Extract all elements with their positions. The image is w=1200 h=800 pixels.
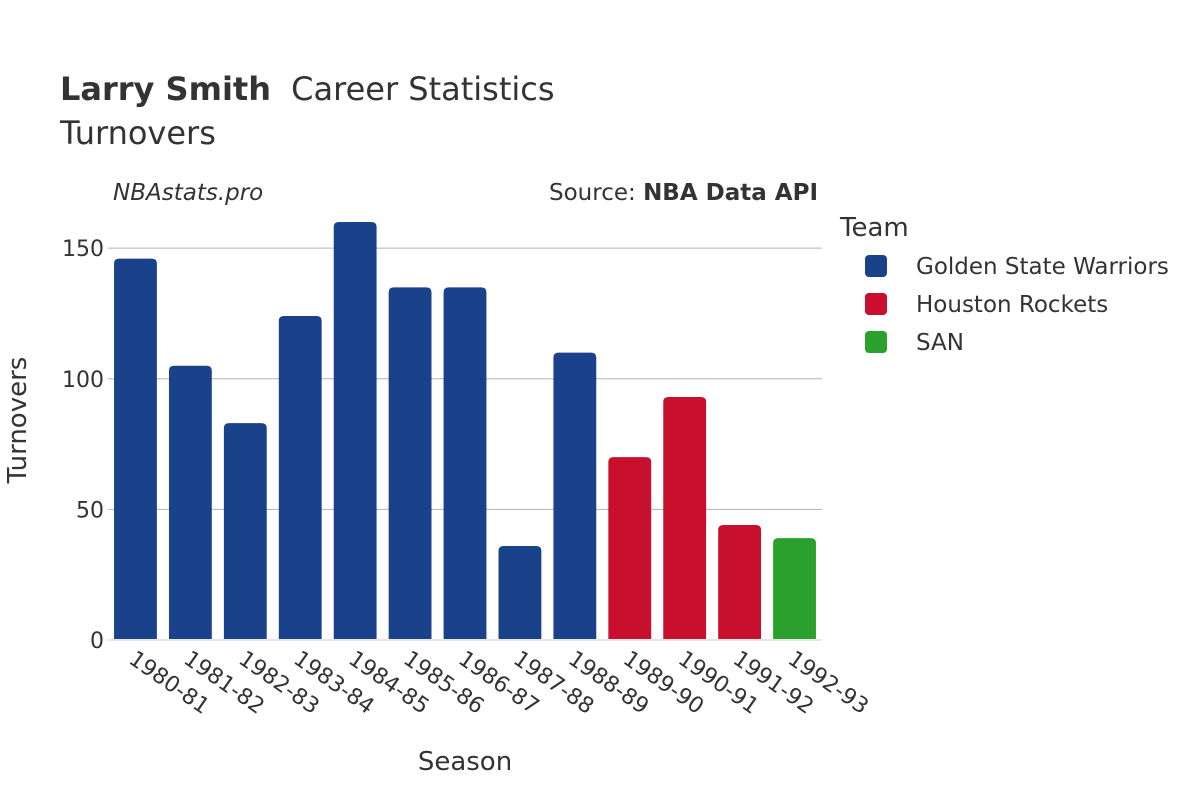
bar-1988-89 bbox=[553, 352, 597, 640]
title-rest: Career Statistics bbox=[291, 70, 554, 108]
x-axis-title: Season bbox=[418, 747, 512, 777]
legend: Team Golden State Warriors Houston Rocket… bbox=[839, 213, 1169, 356]
bar-1986-87 bbox=[443, 287, 487, 640]
legend-title: Team bbox=[839, 213, 909, 243]
legend-swatch bbox=[865, 293, 887, 315]
source-prefix: Source: bbox=[549, 180, 643, 206]
source-name: NBA Data API bbox=[643, 180, 818, 206]
chart-title: Larry Smith Career Statistics bbox=[60, 70, 555, 108]
bar-1992-93 bbox=[773, 538, 816, 640]
legend-swatch bbox=[865, 255, 887, 277]
bar-1990-91 bbox=[663, 397, 707, 640]
y-tick-label: 0 bbox=[90, 629, 104, 654]
bar-1987-88 bbox=[498, 545, 542, 640]
y-tick-label: 150 bbox=[62, 237, 104, 262]
watermark: NBAstats.pro bbox=[113, 180, 263, 206]
legend-label: SAN bbox=[916, 330, 964, 356]
legend-label: Golden State Warriors bbox=[916, 254, 1169, 280]
bar-1982-83 bbox=[223, 423, 267, 640]
bar-1981-82 bbox=[168, 365, 212, 640]
chart-subtitle: Turnovers bbox=[59, 114, 216, 152]
bar-1984-85 bbox=[333, 222, 377, 640]
bar-1983-84 bbox=[278, 316, 322, 640]
title-player-name: Larry Smith bbox=[60, 70, 271, 108]
bar-1989-90 bbox=[608, 457, 652, 640]
bar-1991-92 bbox=[718, 525, 762, 640]
bar-1985-86 bbox=[388, 287, 432, 640]
legend-items: Golden State Warriors Houston Rockets SAN bbox=[865, 254, 1169, 356]
bar-1980-81 bbox=[114, 258, 157, 640]
y-axis-title: Turnovers bbox=[3, 357, 33, 485]
y-tick-label: 50 bbox=[76, 498, 104, 523]
y-tick-label: 100 bbox=[62, 368, 104, 393]
bars bbox=[114, 222, 816, 640]
legend-label: Houston Rockets bbox=[916, 292, 1108, 318]
x-tick-labels: 1980-811981-821982-831983-841984-851985-… bbox=[124, 646, 873, 719]
source-label: Source: NBA Data API bbox=[549, 180, 818, 206]
y-tick-labels: 0 50 100 150 bbox=[62, 237, 104, 654]
legend-swatch bbox=[865, 331, 887, 353]
